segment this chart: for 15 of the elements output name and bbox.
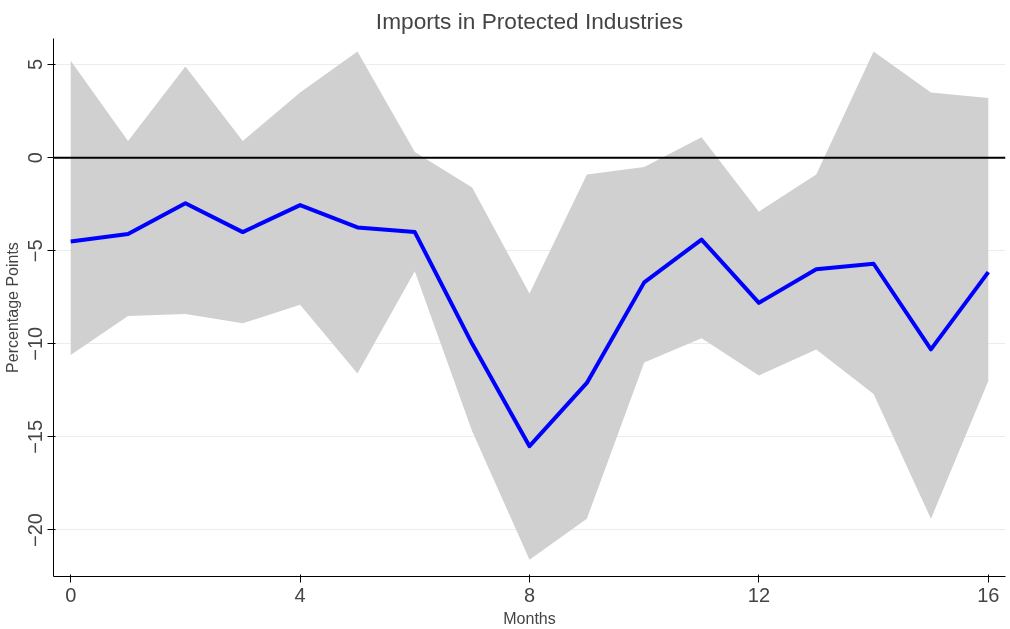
y-tick-label: −15	[24, 419, 47, 454]
x-tick-label: 4	[294, 583, 306, 606]
y-tick-label: −5	[24, 239, 47, 263]
y-tick-label: −20	[24, 512, 47, 547]
x-tick-label: 12	[747, 583, 771, 606]
y-axis-title: Percentage Points	[3, 242, 21, 373]
chart-title: Imports in Protected Industries	[375, 7, 684, 34]
x-tick-label: 0	[65, 583, 77, 606]
line-series	[68, 201, 991, 449]
x-tick-label: 16	[977, 583, 1000, 606]
y-tick-label: 5	[24, 59, 47, 71]
x-tick-label: 8	[523, 583, 536, 606]
y-tick-label: 0	[24, 152, 47, 164]
x-axis-title: Months	[503, 609, 556, 627]
y-tick-label: −10	[24, 326, 47, 361]
